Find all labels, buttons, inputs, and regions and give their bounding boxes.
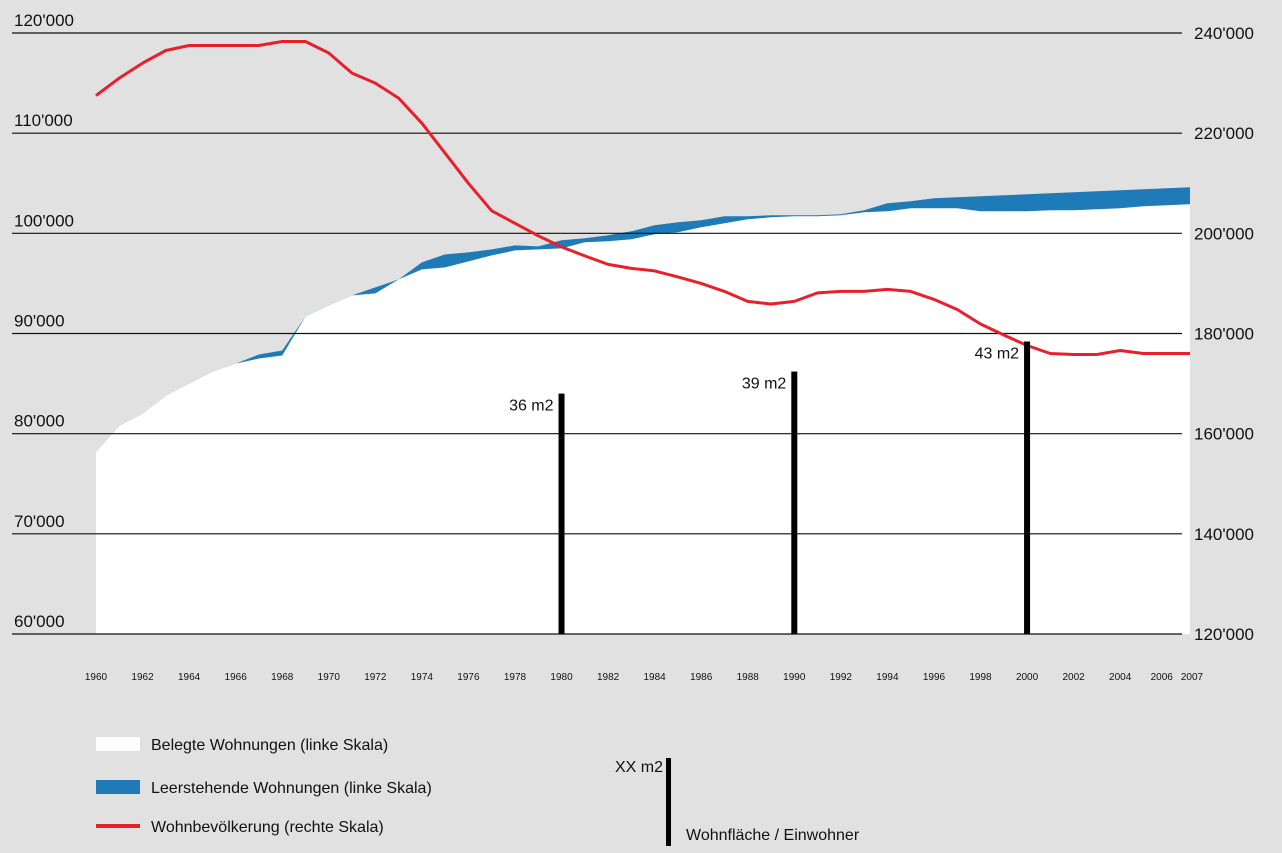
population-line — [95, 40, 1190, 356]
right-axis-tick-label: 240'000 — [1194, 24, 1254, 43]
left-axis-tick-label: 80'000 — [14, 412, 65, 431]
x-axis-tick-label: 1986 — [690, 672, 713, 683]
x-axis-tick-label: 1966 — [225, 672, 248, 683]
x-axis-tick-label: 2004 — [1109, 672, 1132, 683]
x-axis-tick-label: 1976 — [457, 672, 480, 683]
right-axis-tick-label: 200'000 — [1194, 224, 1254, 243]
x-axis-tick-label: 1990 — [783, 672, 806, 683]
x-axis-tick-label: 1970 — [318, 672, 341, 683]
legend-swatch-population — [96, 824, 140, 828]
legend-area-sample-label: XX m2 — [615, 759, 663, 776]
x-axis-tick-label: 1962 — [131, 672, 154, 683]
left-axis-tick-label: 110'000 — [14, 111, 73, 130]
x-axis-tick-label: 1996 — [923, 672, 946, 683]
left-axis-tick-label: 90'000 — [14, 312, 65, 331]
living-area-bar — [1024, 341, 1031, 634]
legend-swatch-occupied — [96, 737, 140, 751]
legend-label-vacant: Leerstehende Wohnungen (linke Skala) — [151, 780, 432, 797]
left-axis-tick-label: 70'000 — [14, 512, 65, 531]
x-axis-tick-label: 1964 — [178, 672, 201, 683]
x-axis-tick-label: 2002 — [1062, 672, 1085, 683]
legend-label-population: Wohnbevölkerung (rechte Skala) — [151, 819, 384, 836]
left-axis-tick-label: 100'000 — [14, 211, 74, 230]
legend-swatch-vacant — [96, 780, 140, 794]
occupied-dwellings-area — [96, 204, 1190, 635]
x-axis-tick-label: 1980 — [550, 672, 573, 683]
right-axis-tick-label: 120'000 — [1194, 625, 1254, 644]
living-area-label: 36 m2 — [509, 398, 554, 415]
x-axis-tick-label: 1972 — [364, 672, 387, 683]
x-axis-tick-label: 1984 — [644, 672, 667, 683]
right-axis-tick-label: 160'000 — [1194, 425, 1254, 444]
left-axis-tick-label: 60'000 — [14, 612, 65, 631]
x-axis-tick-label: 1988 — [737, 672, 760, 683]
x-axis-tick-label: 1994 — [876, 672, 899, 683]
x-axis-tick-label: 2007 — [1181, 672, 1204, 683]
legend-area-description: Wohnfläche / Einwohner — [686, 827, 860, 844]
x-axis-tick-label: 1974 — [411, 672, 434, 683]
right-axis-tick-label: 140'000 — [1194, 525, 1254, 544]
living-area-label: 39 m2 — [742, 376, 787, 393]
right-axis-tick-label: 180'000 — [1194, 325, 1254, 344]
x-axis-tick-label: 1998 — [969, 672, 992, 683]
left-axis-tick-label: 120'000 — [14, 11, 74, 30]
living-area-bar — [558, 393, 565, 634]
x-axis-tick-label: 2006 — [1151, 672, 1174, 683]
x-axis-tick-label: 1968 — [271, 672, 294, 683]
x-axis-tick-label: 1982 — [597, 672, 620, 683]
x-axis-tick-label: 2000 — [1016, 672, 1039, 683]
legend-bar-sample — [666, 758, 671, 846]
x-axis-tick-label: 1960 — [85, 672, 108, 683]
living-area-bar — [791, 371, 798, 634]
x-axis-tick-label: 1992 — [830, 672, 853, 683]
legend-label-occupied: Belegte Wohnungen (linke Skala) — [151, 737, 388, 754]
right-axis-tick-label: 220'000 — [1194, 124, 1254, 143]
x-axis-tick-label: 1978 — [504, 672, 527, 683]
living-area-label: 43 m2 — [975, 346, 1020, 363]
